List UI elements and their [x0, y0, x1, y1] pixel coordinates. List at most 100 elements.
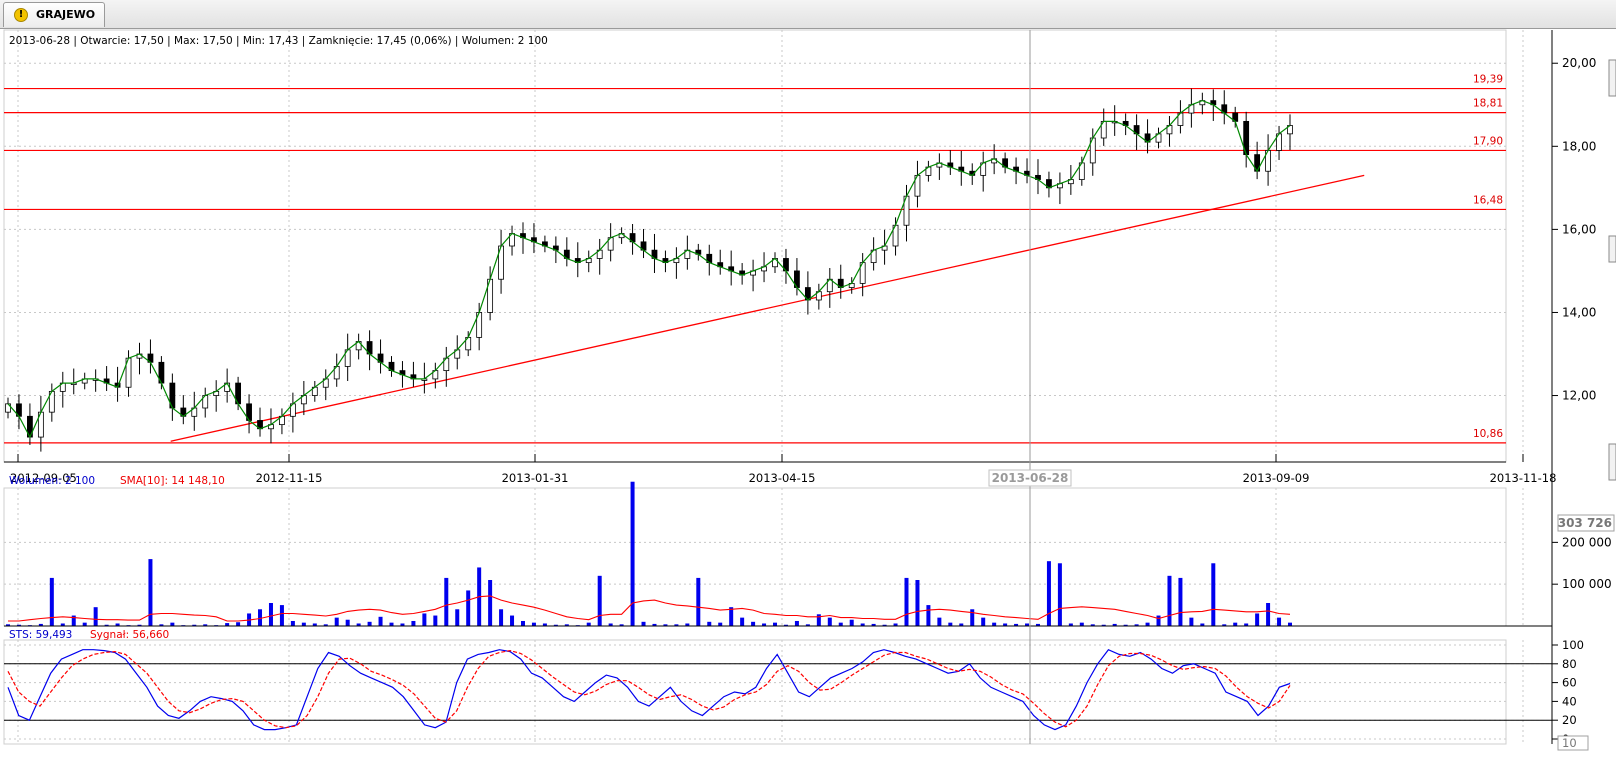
volume-bar: [367, 621, 372, 626]
price-tick-label: 14,00: [1562, 305, 1596, 319]
volume-bar: [1090, 624, 1095, 626]
moving-average-line: [7, 99, 1291, 439]
volume-bar: [630, 481, 635, 626]
candles: [5, 88, 1293, 452]
volume-bar: [115, 623, 120, 626]
volume-bar: [948, 622, 953, 626]
volume-bar: [301, 622, 306, 626]
stoch-grid: [4, 640, 1552, 744]
volume-bar: [1277, 617, 1282, 626]
signal-label: Sygnał: 56,660: [90, 629, 169, 641]
date-tick-label: 2012-11-15: [256, 471, 323, 485]
volume-bar: [1244, 623, 1249, 626]
volume-bar: [258, 609, 263, 626]
volume-bar: [729, 607, 734, 626]
volume-bar: [345, 619, 350, 626]
volume-bar: [279, 605, 284, 626]
volume-bar: [1178, 577, 1183, 626]
volume-bar: [893, 623, 898, 626]
tab-grajewo[interactable]: ! GRAJEWO: [3, 2, 105, 27]
volume-bar: [992, 622, 997, 626]
volume-bar: [1101, 624, 1106, 626]
scroll-handle-2[interactable]: [1608, 235, 1616, 263]
volume-bar: [1266, 603, 1271, 626]
volume-marker-box: [1557, 514, 1615, 532]
volume-bar: [499, 609, 504, 626]
sts-label: STS: 59,493: [9, 629, 72, 641]
volume-bar: [849, 619, 854, 626]
volume-bar: [619, 624, 624, 626]
stoch-tick-label: 80: [1562, 657, 1577, 671]
stoch-tick-label: 60: [1562, 676, 1577, 690]
price-levels: 19,39 18,81 17,90 16,48 10,86: [4, 74, 1506, 444]
stoch-marker-label: 10: [1562, 736, 1577, 750]
volume-bar: [696, 577, 701, 626]
volume-bar: [531, 622, 536, 626]
volume-bar: [49, 577, 54, 626]
volume-bar: [1003, 623, 1008, 626]
volume-bar: [816, 614, 821, 626]
volume-bar: [93, 607, 98, 626]
volume-bar: [838, 622, 843, 626]
volume-bar: [38, 623, 43, 626]
volume-bar: [1255, 613, 1260, 626]
volume-bar: [159, 624, 164, 626]
volume-bar: [334, 617, 339, 626]
volume-bar: [1046, 561, 1051, 626]
stoch-lines: [7, 648, 1291, 731]
volume-bar: [608, 623, 613, 626]
volume-bar: [444, 577, 449, 626]
volume-bar: [520, 620, 525, 626]
volume-bar: [1068, 623, 1073, 626]
sma-line: [8, 595, 1291, 622]
volume-bar: [564, 624, 569, 626]
volume-bar: [751, 621, 756, 626]
scroll-handle-1[interactable]: [1608, 59, 1616, 97]
volume-bar: [455, 609, 460, 626]
volume-bar: [488, 580, 493, 626]
tab-bar: ! GRAJEWO: [0, 0, 1616, 29]
volume-bar: [82, 622, 87, 626]
tab-label: GRAJEWO: [36, 8, 96, 21]
volume-bar: [981, 617, 986, 626]
date-tick-label: 2012-09-05: [10, 471, 77, 485]
volume-bar: [827, 617, 832, 626]
volume-bar: [1222, 624, 1227, 626]
volume-axis: 100 000 200 000 303 726: [4, 514, 1615, 627]
volume-bar: [882, 624, 887, 626]
volume-bar: [553, 624, 558, 626]
volume-bar: [268, 603, 273, 626]
warning-icon: !: [14, 8, 28, 22]
price-panel: [3, 29, 1507, 463]
scroll-handle-3[interactable]: [1608, 443, 1616, 481]
signal-line: [7, 649, 1291, 729]
volume-bars: [6, 481, 1292, 626]
volume-bar: [104, 624, 109, 626]
volume-bar: [378, 616, 383, 626]
volume-panel: [3, 487, 1507, 627]
stoch-tick-label: 20: [1562, 713, 1577, 727]
volume-bar: [1189, 617, 1194, 626]
volume-bar: [203, 624, 208, 626]
volume-bar: [926, 605, 931, 626]
volume-bar: [137, 624, 142, 626]
volume-bar: [192, 624, 197, 626]
volume-bar: [60, 623, 65, 626]
volume-bar: [1112, 623, 1117, 626]
volume-bar: [718, 622, 723, 626]
price-level-label: 10,86: [1473, 428, 1503, 440]
volume-bar: [1035, 623, 1040, 626]
volume-bar: [433, 615, 438, 626]
volume-bar: [1200, 623, 1205, 626]
volume-bar: [422, 613, 427, 626]
volume-bar: [6, 624, 10, 626]
date-tick-label: 2013-04-15: [749, 471, 816, 485]
volume-bar: [1145, 622, 1150, 626]
volume-bar: [685, 623, 690, 626]
date-tick-label: 2013-01-31: [502, 471, 569, 485]
volume-bar: [937, 617, 942, 626]
volume-bar: [762, 623, 767, 626]
price-level-label: 19,39: [1473, 74, 1503, 86]
date-tick-label: 2013-09-09: [1243, 471, 1310, 485]
